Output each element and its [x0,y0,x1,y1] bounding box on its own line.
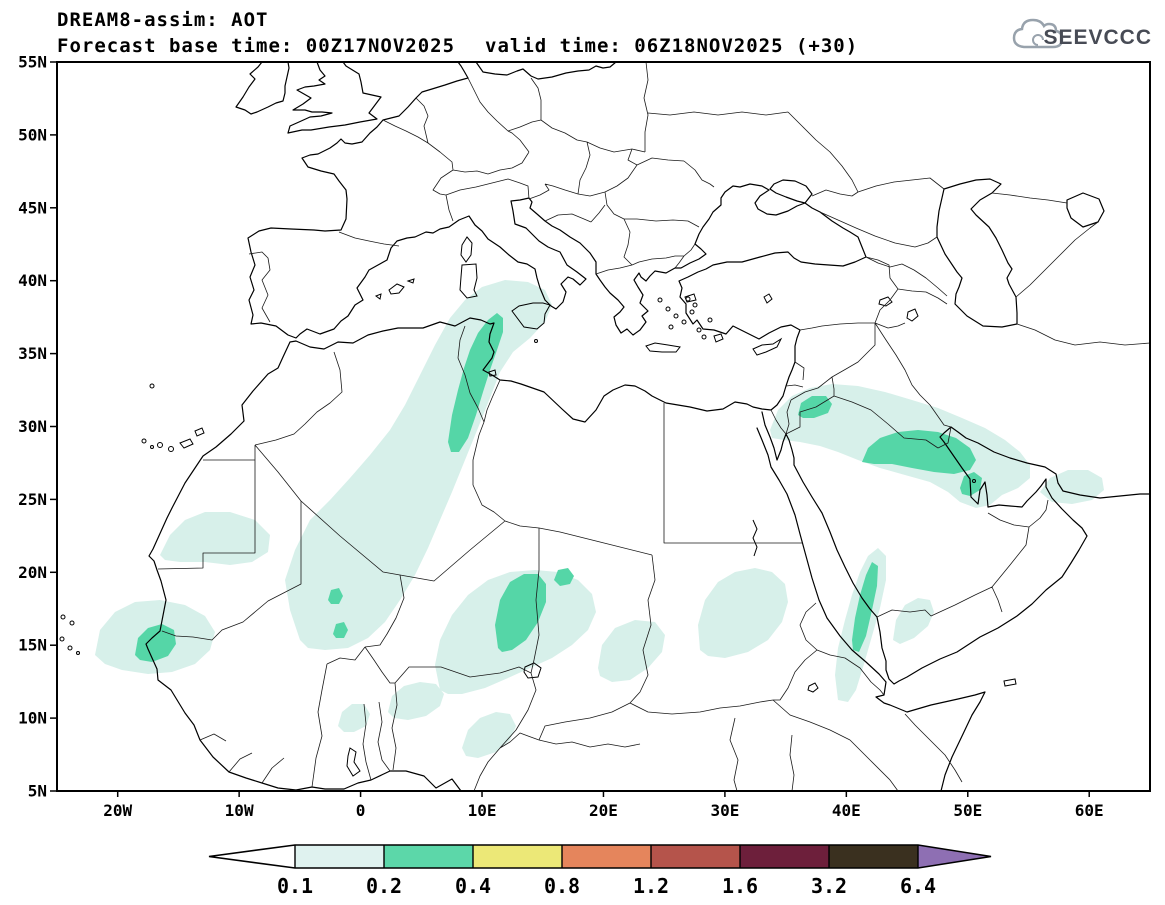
aral-sea [1066,192,1105,228]
lat-tick-label: 45N [18,198,47,217]
great-britain [287,61,382,134]
aot-region-senegal-core [135,624,176,662]
colorbar-segment [473,845,562,868]
caspian-sea [936,178,1018,328]
aot-region-mesopotamia-gulf-core [862,430,976,474]
cloud-swirl-icon [1032,34,1044,46]
logo: SEEVCCC [1012,18,1152,49]
map-canvas: 55N 50N 45N 40N 35N 30N 25N 20N 15N 10N 5N 20W 10W 0… [18,53,1151,820]
small-island-dots [59,296,976,655]
lon-tick-label: 50E [953,801,982,820]
colorbar-label: 0.8 [544,874,580,898]
coastline-baltic [475,61,617,80]
lat-tick-label: 20N [18,563,47,582]
colorbar-label: 0.1 [277,874,313,898]
forecast-base-time: Forecast base time: 00Z17NOV2025 [57,35,455,57]
cloud-icon [1012,18,1064,49]
colorbar-segment [829,845,918,868]
lon-tick-label: 0 [356,801,366,820]
lat-tick-label: 55N [18,53,47,72]
latitude-axis: 55N 50N 45N 40N 35N 30N 25N 20N 15N 10N 5N [18,53,57,801]
colorbar-label: 1.2 [633,874,669,898]
aot-region-uae-oman [1040,470,1104,504]
header: DREAM8-assim: AOT Forecast base time: 00… [57,9,858,57]
coastline-main [145,61,867,792]
lon-tick-label: 20E [589,801,618,820]
island-outlines [179,236,1017,687]
islands [59,236,1017,687]
sea-of-azov [769,179,813,204]
colorbar: 0.1 0.2 0.4 0.8 1.2 1.6 3.2 6.4 [208,844,992,898]
colorbar-segment [740,845,829,868]
aot-region-mali-spot-a [328,588,343,604]
valid-time: valid time: 06Z18NOV2025 (+30) [485,35,858,57]
aot-region-mali-spot-b [333,622,348,638]
aot-region-chad-east-spot [554,568,574,586]
colorbar-label: 1.6 [722,874,758,898]
page-title: DREAM8-assim: AOT [57,9,268,31]
longitude-axis: 20W 10W 0 10E 20E 30E 40E 50E 60E [103,791,1104,820]
colorbar-arrow-right [918,845,991,868]
lon-tick-label: 30E [710,801,739,820]
aot-region-cameroon [462,712,516,758]
ireland [235,61,290,115]
logo-text: SEEVCCC [1043,26,1152,49]
coastline-arabia [761,411,1151,685]
lon-tick-label: 40E [832,801,861,820]
colorbar-segment [562,845,651,868]
colorbar-segment [651,845,740,868]
map-frame [56,61,1151,792]
lat-tick-label: 5N [28,782,47,801]
lat-tick-label: 25N [18,490,47,509]
country-borders [157,61,1151,792]
aot-region-yemen [893,598,934,644]
aot-layer [95,280,1104,758]
aot-region-sudan [698,568,788,658]
aot-region-chad-sudan-border [598,620,665,682]
colorbar-segment [384,845,473,868]
lat-tick-label: 30N [18,417,47,436]
lat-tick-label: 10N [18,709,47,728]
lon-tick-label: 10E [468,801,497,820]
colorbar-label: 6.4 [900,874,936,898]
aot-region-algeria-tunisia-core [448,313,503,452]
aot-region-red-sea-coast-core [852,562,878,652]
lon-tick-label: 20W [103,801,132,820]
colorbar-label: 3.2 [811,874,847,898]
colorbar-segment [295,845,384,868]
lon-tick-label: 10W [225,801,254,820]
aot-region-western-sahara-coast [160,512,270,565]
aot-region-ghana-togo [338,704,370,732]
lakes [346,293,919,777]
aot-region-nigeria [388,682,444,720]
lat-tick-label: 40N [18,271,47,290]
aot-region-chad-core [495,574,546,652]
coastline-red-sea-africa [756,427,986,792]
colorbar-label: 0.4 [455,874,491,898]
lon-tick-label: 60E [1075,801,1104,820]
colorbar-arrow-left [209,845,295,868]
lat-tick-label: 35N [18,344,47,363]
lat-tick-label: 50N [18,125,47,144]
aot-region-qatar-core [960,472,982,496]
lat-tick-label: 15N [18,636,47,655]
colorbar-label: 0.2 [366,874,402,898]
